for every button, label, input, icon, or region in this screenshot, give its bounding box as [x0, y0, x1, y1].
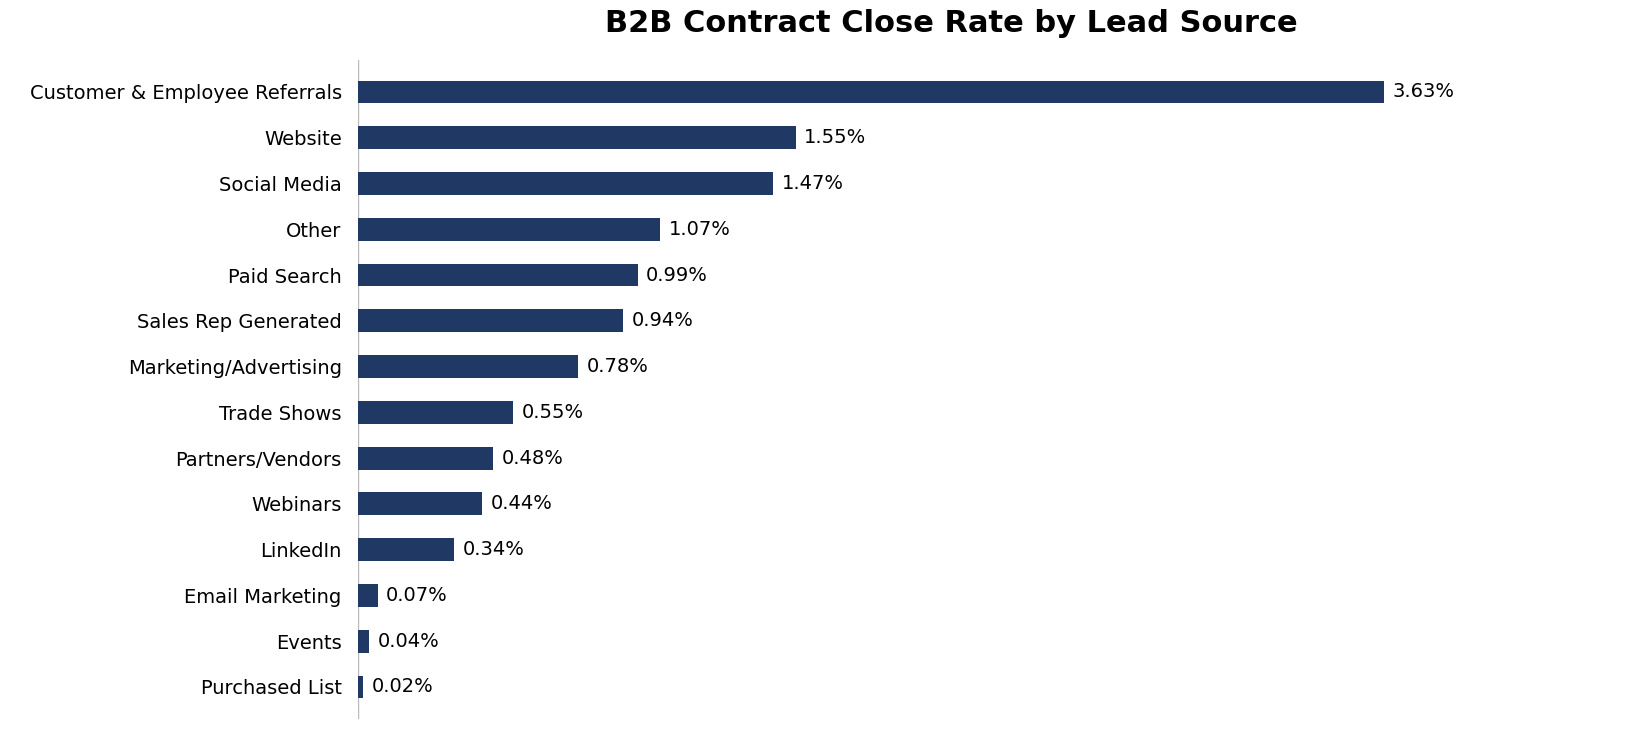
Text: 0.78%: 0.78%: [587, 357, 649, 376]
Bar: [358, 493, 481, 515]
Text: 1.55%: 1.55%: [805, 128, 867, 148]
Text: 1.47%: 1.47%: [782, 174, 844, 193]
Bar: [358, 264, 637, 286]
Bar: [358, 127, 795, 149]
Text: 0.48%: 0.48%: [502, 449, 564, 467]
Title: B2B Contract Close Rate by Lead Source: B2B Contract Close Rate by Lead Source: [605, 9, 1298, 38]
Text: 0.04%: 0.04%: [377, 631, 439, 651]
Bar: [358, 80, 1384, 103]
Bar: [358, 355, 579, 378]
Bar: [358, 446, 493, 470]
Text: 0.99%: 0.99%: [646, 266, 707, 285]
Text: 1.07%: 1.07%: [668, 219, 730, 239]
Bar: [358, 309, 623, 333]
Text: 0.94%: 0.94%: [633, 312, 694, 330]
Bar: [358, 401, 514, 424]
Bar: [358, 218, 660, 240]
Bar: [358, 676, 363, 698]
Text: 0.55%: 0.55%: [522, 403, 584, 422]
Text: 0.02%: 0.02%: [372, 678, 434, 697]
Text: 0.34%: 0.34%: [462, 540, 524, 560]
Text: 0.44%: 0.44%: [491, 494, 553, 513]
Bar: [358, 584, 377, 607]
Bar: [358, 539, 454, 561]
Text: 0.07%: 0.07%: [385, 586, 447, 605]
Bar: [358, 172, 772, 195]
Text: 3.63%: 3.63%: [1392, 82, 1454, 101]
Bar: [358, 630, 369, 652]
